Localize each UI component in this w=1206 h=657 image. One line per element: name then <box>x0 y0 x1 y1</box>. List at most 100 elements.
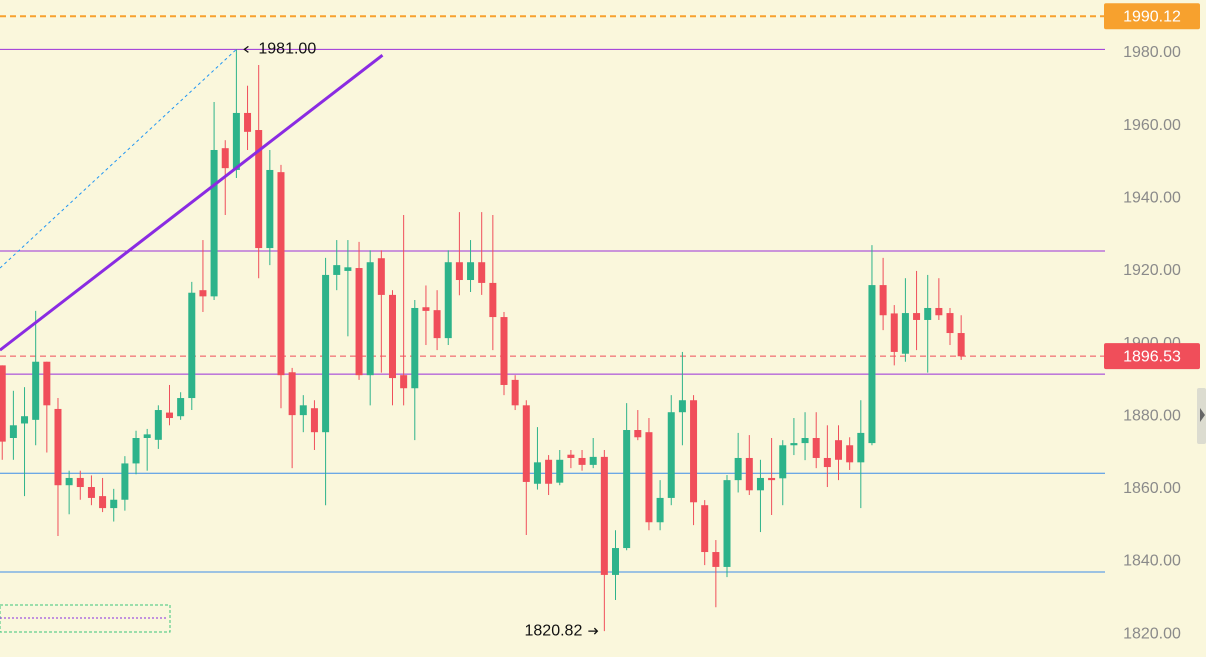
candle-body <box>344 267 352 271</box>
candle-body <box>277 172 285 376</box>
candle-body <box>478 262 486 283</box>
candle-body <box>455 262 463 281</box>
candle-body <box>232 112 240 170</box>
price-axis: 1820.001840.001860.001880.001900.001920.… <box>1104 3 1200 642</box>
candle-body <box>467 262 475 281</box>
candle-body <box>388 294 396 379</box>
candle-body <box>611 548 619 575</box>
candle-body <box>489 282 497 318</box>
candle-body <box>0 365 6 442</box>
candle-body <box>868 285 876 444</box>
candle-body <box>188 292 196 399</box>
range-box <box>0 604 171 633</box>
candle-body <box>110 499 118 509</box>
candle-body <box>400 375 408 389</box>
candle-body <box>154 410 162 440</box>
y-tick-label: 1980.00 <box>1123 44 1181 61</box>
candle-body <box>645 432 653 523</box>
candle-body <box>377 258 385 295</box>
candle-body <box>578 457 586 465</box>
candle-body <box>177 398 185 417</box>
candle-body <box>266 169 274 249</box>
candle-body <box>76 477 84 488</box>
candles-layer <box>0 49 965 632</box>
candle-body <box>32 361 40 420</box>
candle-body <box>545 459 553 484</box>
lines-layer <box>0 15 1105 573</box>
candle-body <box>355 268 363 376</box>
candle-body <box>165 412 173 419</box>
candle-body <box>924 307 932 320</box>
candle-body <box>768 477 776 481</box>
candle-body <box>567 454 575 458</box>
candle-body <box>801 438 809 444</box>
candle-body <box>634 430 642 438</box>
y-tick-label: 1940.00 <box>1123 190 1181 207</box>
candle-body <box>723 480 731 567</box>
price-label-box <box>1104 343 1200 370</box>
candle-body <box>411 307 419 389</box>
y-tick-label: 1860.00 <box>1123 480 1181 497</box>
candle-body <box>533 462 541 484</box>
candle-body <box>299 405 307 416</box>
annotation-arrow <box>243 45 249 53</box>
trendline <box>0 54 384 352</box>
y-tick-label: 1960.00 <box>1123 117 1181 134</box>
candle-body <box>132 438 140 464</box>
candle-body <box>957 333 965 357</box>
candle-body <box>667 412 675 498</box>
candle-body <box>199 290 207 297</box>
candle-body <box>734 457 742 481</box>
candle-body <box>433 310 441 339</box>
price-label-box <box>1104 3 1200 30</box>
candle-body <box>87 487 95 498</box>
candle-body <box>756 477 764 491</box>
candle-body <box>623 430 631 549</box>
candle-body <box>656 497 664 523</box>
candle-body <box>121 463 129 500</box>
candle-body <box>54 408 62 486</box>
candle-body <box>422 307 430 311</box>
candle-body <box>600 456 608 575</box>
candle-body <box>333 265 341 275</box>
candle-body <box>444 262 452 339</box>
candle-body <box>690 400 698 503</box>
candle-body <box>701 505 709 553</box>
candle-body <box>366 262 374 376</box>
candle-body <box>823 457 831 468</box>
candle-body <box>589 456 597 465</box>
candle-body <box>846 445 854 463</box>
candle-body <box>43 361 51 406</box>
candle-body <box>500 317 508 385</box>
price-label: 1896.53 <box>1123 348 1181 365</box>
y-tick-label: 1880.00 <box>1123 407 1181 424</box>
candle-body <box>745 457 753 491</box>
candle-body <box>288 372 296 416</box>
candle-body <box>935 307 943 316</box>
candle-body <box>244 112 252 132</box>
candle-body <box>913 313 921 320</box>
overlay-layer: 1981.00 1820.82 <box>0 41 599 639</box>
candle-body <box>322 274 330 433</box>
candle-body <box>857 432 865 463</box>
candle-body <box>556 459 564 483</box>
annotation: 1981.00 <box>258 41 316 58</box>
candle-body <box>65 477 73 486</box>
candle-body <box>99 496 107 509</box>
candle-body <box>712 552 720 567</box>
candle-body <box>890 313 898 352</box>
candle-body <box>835 440 843 460</box>
candle-body <box>779 445 787 479</box>
side-tab-arrow <box>1200 408 1205 422</box>
candle-body <box>9 425 17 438</box>
candle-body <box>210 149 218 297</box>
candle-body <box>310 408 318 433</box>
candle-body <box>790 443 798 446</box>
candle-body <box>522 405 530 482</box>
y-tick-label: 1820.00 <box>1123 625 1181 642</box>
candle-body <box>21 416 29 424</box>
candle-body <box>812 438 820 458</box>
candle-body <box>946 313 954 334</box>
